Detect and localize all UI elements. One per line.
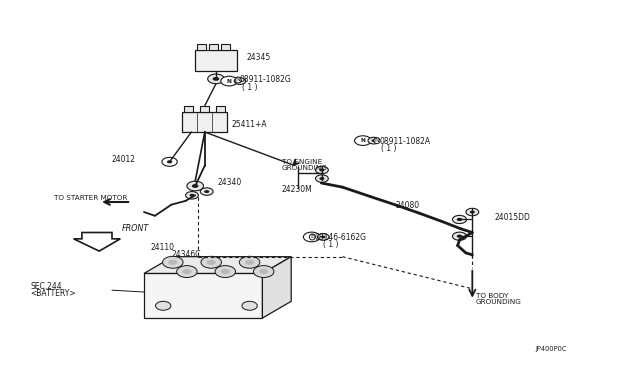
Circle shape (466, 208, 479, 216)
Text: ( 1 ): ( 1 ) (242, 83, 257, 92)
Circle shape (215, 266, 236, 278)
Text: N: N (374, 138, 380, 143)
Text: B: B (310, 234, 314, 240)
Text: SEC.244: SEC.244 (31, 282, 62, 291)
Circle shape (259, 269, 268, 274)
Circle shape (457, 235, 462, 238)
Circle shape (371, 139, 376, 142)
Circle shape (221, 269, 230, 274)
Circle shape (237, 80, 243, 83)
Text: 24015DD: 24015DD (495, 213, 531, 222)
Text: 24346C: 24346C (172, 250, 201, 259)
Circle shape (452, 215, 467, 224)
Circle shape (355, 136, 371, 145)
Circle shape (368, 137, 380, 144)
Text: 24340: 24340 (218, 178, 242, 187)
Text: ( 1 ): ( 1 ) (323, 240, 339, 248)
Text: N: N (236, 77, 241, 83)
Text: 08146-6162G: 08146-6162G (315, 233, 367, 242)
Text: GROUNDING: GROUNDING (282, 165, 328, 171)
Circle shape (317, 234, 329, 240)
Polygon shape (182, 112, 227, 132)
Text: 24080: 24080 (396, 201, 420, 210)
Text: 24345: 24345 (246, 53, 271, 62)
Circle shape (167, 160, 172, 163)
Circle shape (316, 175, 328, 182)
Circle shape (186, 192, 198, 199)
Circle shape (200, 188, 213, 195)
Text: ( 1 ): ( 1 ) (381, 144, 397, 153)
Polygon shape (184, 106, 193, 112)
Polygon shape (144, 257, 291, 273)
Circle shape (321, 235, 326, 238)
Circle shape (204, 190, 209, 193)
Polygon shape (262, 257, 291, 318)
Text: 24230M: 24230M (282, 185, 312, 194)
Circle shape (319, 169, 324, 171)
Circle shape (182, 269, 191, 274)
Circle shape (162, 157, 177, 166)
Polygon shape (209, 44, 218, 50)
Text: TO BODY: TO BODY (476, 293, 508, 299)
Text: 25411+A: 25411+A (232, 120, 268, 129)
Text: TO STARTER MOTOR: TO STARTER MOTOR (54, 195, 128, 201)
Polygon shape (197, 44, 206, 50)
Circle shape (189, 194, 195, 197)
Circle shape (457, 218, 462, 221)
Circle shape (207, 260, 216, 265)
Circle shape (163, 256, 183, 268)
Circle shape (187, 181, 204, 191)
Circle shape (201, 256, 221, 268)
Circle shape (207, 74, 225, 84)
Circle shape (253, 266, 274, 278)
Text: 24012: 24012 (112, 155, 136, 164)
Circle shape (319, 177, 324, 180)
Circle shape (470, 211, 475, 214)
Circle shape (177, 266, 197, 278)
Polygon shape (144, 273, 262, 318)
Text: GROUNDING: GROUNDING (476, 299, 522, 305)
Text: B: B (310, 234, 314, 240)
Polygon shape (195, 50, 237, 71)
Circle shape (242, 301, 257, 310)
Circle shape (234, 78, 246, 84)
Circle shape (168, 260, 177, 265)
Text: 08911-1082A: 08911-1082A (380, 137, 431, 146)
Text: FRONT: FRONT (122, 224, 149, 232)
Text: N: N (227, 78, 232, 84)
Text: TO ENGINE: TO ENGINE (282, 159, 322, 165)
Polygon shape (200, 106, 209, 112)
Text: 08911-1082G: 08911-1082G (240, 76, 292, 84)
Circle shape (303, 232, 320, 242)
Text: <BATTERY>: <BATTERY> (31, 289, 76, 298)
Circle shape (245, 260, 254, 265)
Circle shape (156, 301, 171, 310)
Circle shape (212, 77, 220, 81)
Polygon shape (221, 44, 230, 50)
Circle shape (316, 166, 328, 174)
Circle shape (452, 232, 467, 240)
Text: JP400P0C: JP400P0C (535, 346, 566, 352)
Text: N: N (360, 138, 365, 143)
Circle shape (192, 184, 198, 188)
Polygon shape (216, 106, 225, 112)
Circle shape (221, 76, 237, 86)
Text: 24110: 24110 (150, 243, 174, 252)
Circle shape (239, 256, 260, 268)
